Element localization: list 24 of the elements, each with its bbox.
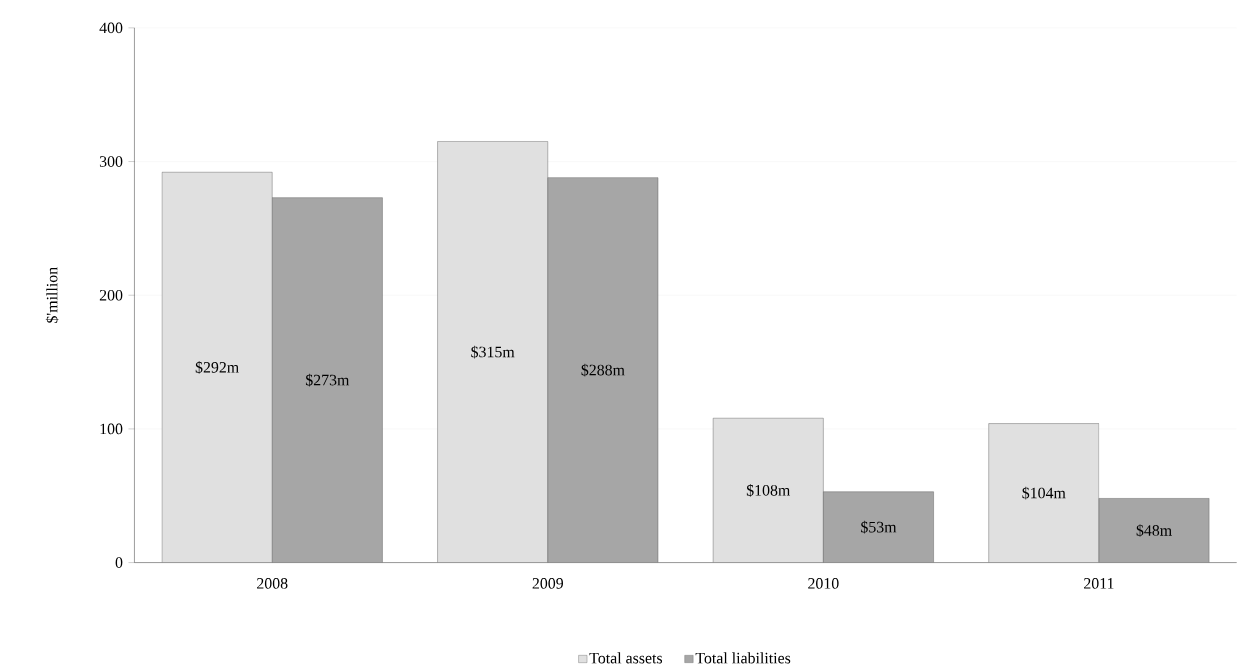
data-label: $53m [861,520,897,534]
data-label: $48m [1136,524,1172,538]
data-label: $288m [581,363,625,377]
legend-label: Total liabilities [695,652,791,664]
x-tick-label: 2010 [808,578,839,589]
data-label: $315m [471,345,515,359]
legend-label: Total assets [589,652,663,664]
x-tick-label: 2008 [257,578,288,589]
data-label: $292m [195,361,239,374]
y-tick-label: 0 [115,557,123,569]
bar [712,418,824,563]
x-tick-label: 2011 [1084,578,1114,589]
bar [988,423,1100,563]
bar [161,172,273,563]
y-tick-label: 300 [99,156,123,168]
y-axis-title: $'million [45,267,59,324]
data-label: $108m [746,484,791,497]
y-tick-label: 200 [99,290,123,301]
y-tick-label: 100 [100,423,123,435]
y-tick-label: 400 [99,22,123,34]
data-label: $273m [305,373,350,387]
x-tick-label: 2009 [532,578,564,589]
bar [437,141,548,563]
data-label: $104m [1022,486,1066,500]
